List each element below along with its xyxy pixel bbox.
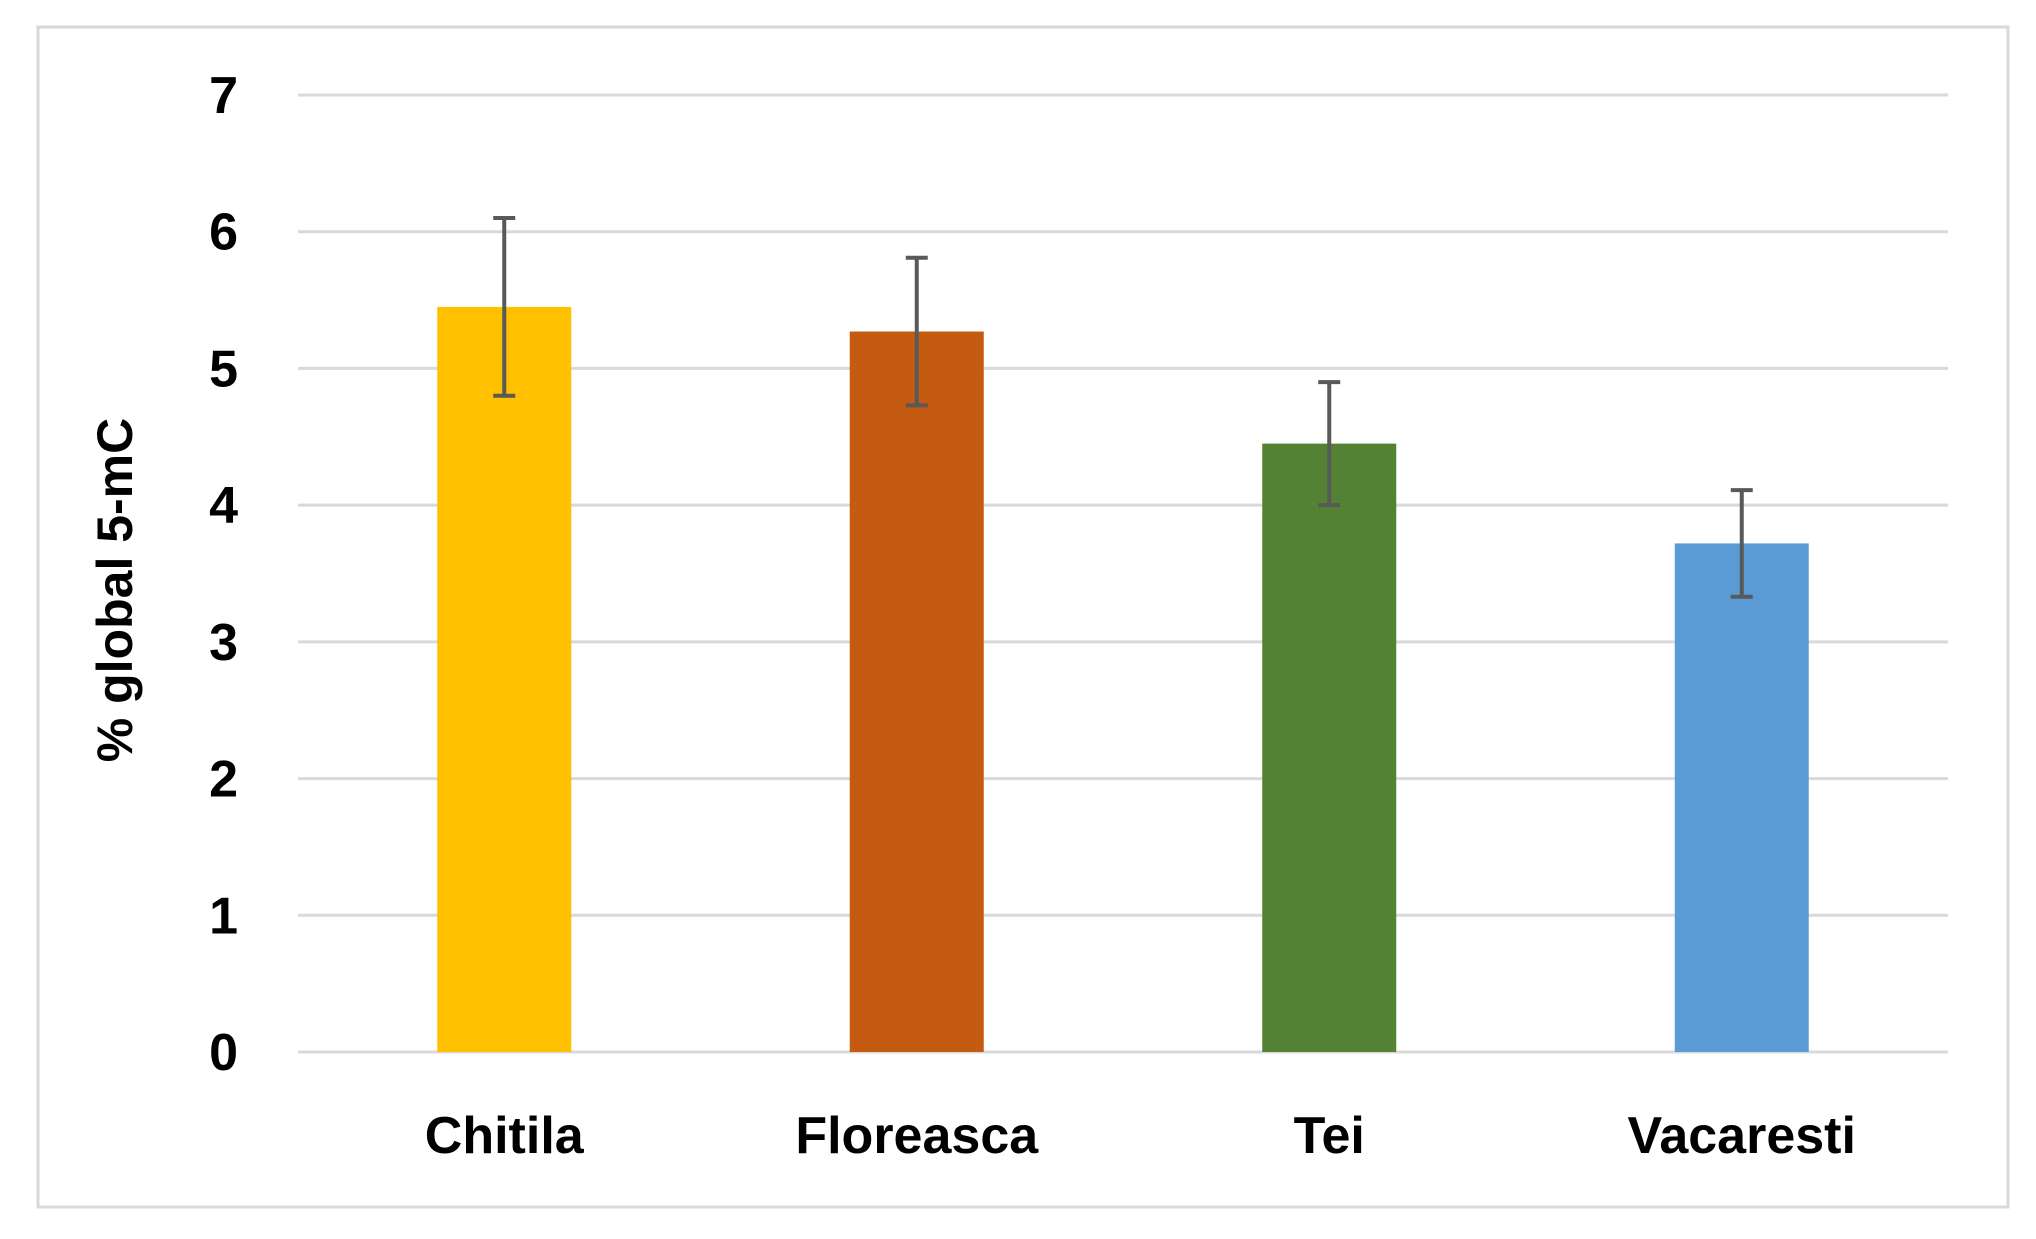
x-tick-label: Chitila [425, 1107, 585, 1165]
y-tick-label: 3 [209, 614, 238, 672]
gridlines [298, 93, 1948, 1054]
bar-vacaresti [1674, 543, 1809, 1052]
y-tick-label: 6 [209, 204, 238, 262]
y-tick-label: 1 [209, 887, 238, 945]
y-tick-label: 7 [209, 67, 238, 125]
x-tick-label: Vacaresti [1628, 1107, 1856, 1165]
y-tick-label: 5 [209, 340, 238, 398]
bar-tei [1262, 443, 1397, 1052]
bars [437, 306, 1809, 1053]
y-tick-label: 0 [209, 1024, 238, 1082]
error-bars [493, 216, 1753, 599]
y-tick-label: 2 [209, 751, 238, 809]
y-axis-title: % global 5-mC [87, 418, 143, 762]
bar-floreasca [849, 331, 984, 1052]
y-tick-label: 4 [209, 477, 238, 535]
bar-chitila [437, 306, 572, 1053]
y-axis-tick-labels: 0 1 2 3 4 5 6 7 [209, 67, 238, 1082]
x-tick-label: Floreasca [795, 1107, 1039, 1165]
x-tick-label: Tei [1294, 1107, 1365, 1165]
x-axis-tick-labels: Chitila Floreasca Tei Vacaresti [425, 1107, 1856, 1165]
